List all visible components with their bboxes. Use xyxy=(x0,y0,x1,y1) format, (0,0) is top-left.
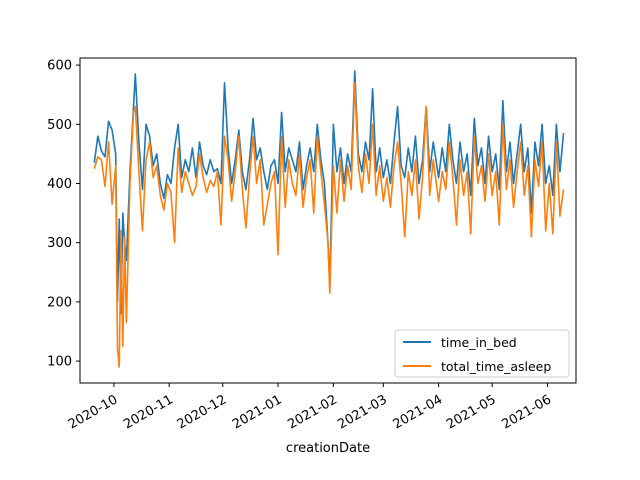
legend-box xyxy=(394,329,570,378)
x-tick-label: 2021-04 xyxy=(391,392,446,432)
y-tick-label: 200 xyxy=(47,295,72,310)
series-layer xyxy=(93,70,565,368)
x-tick-label: 2021-03 xyxy=(335,392,390,432)
x-tick-label: 2021-06 xyxy=(499,392,554,432)
y-tick-label: 600 xyxy=(47,59,72,74)
x-tick-label: 2020-11 xyxy=(121,392,176,432)
series-line-time-in-bed xyxy=(93,70,565,315)
plot-background xyxy=(80,58,576,383)
legend: time_in_bed total_time_asleep xyxy=(394,329,570,378)
x-tick-label: 2020-12 xyxy=(175,392,230,432)
legend-label-total-time-asleep: total_time_asleep xyxy=(441,359,551,374)
legend-label-time-in-bed: time_in_bed xyxy=(441,335,517,350)
y-tick-label: 100 xyxy=(47,355,72,370)
plot-frame xyxy=(79,57,577,384)
x-tick-label: 2020-10 xyxy=(66,392,121,432)
y-tick-label: 400 xyxy=(47,177,72,192)
y-tick-label: 300 xyxy=(47,236,72,251)
y-axis: 100 200 300 400 500 600 xyxy=(47,59,80,370)
x-tick-label: 2021-05 xyxy=(444,392,499,432)
y-tick-label: 500 xyxy=(47,118,72,133)
x-axis-label: creationDate xyxy=(286,441,370,456)
x-tick-label: 2021-02 xyxy=(285,392,340,432)
series-line-total-time-asleep xyxy=(93,82,565,368)
x-tick-label: 2021-01 xyxy=(230,392,285,432)
